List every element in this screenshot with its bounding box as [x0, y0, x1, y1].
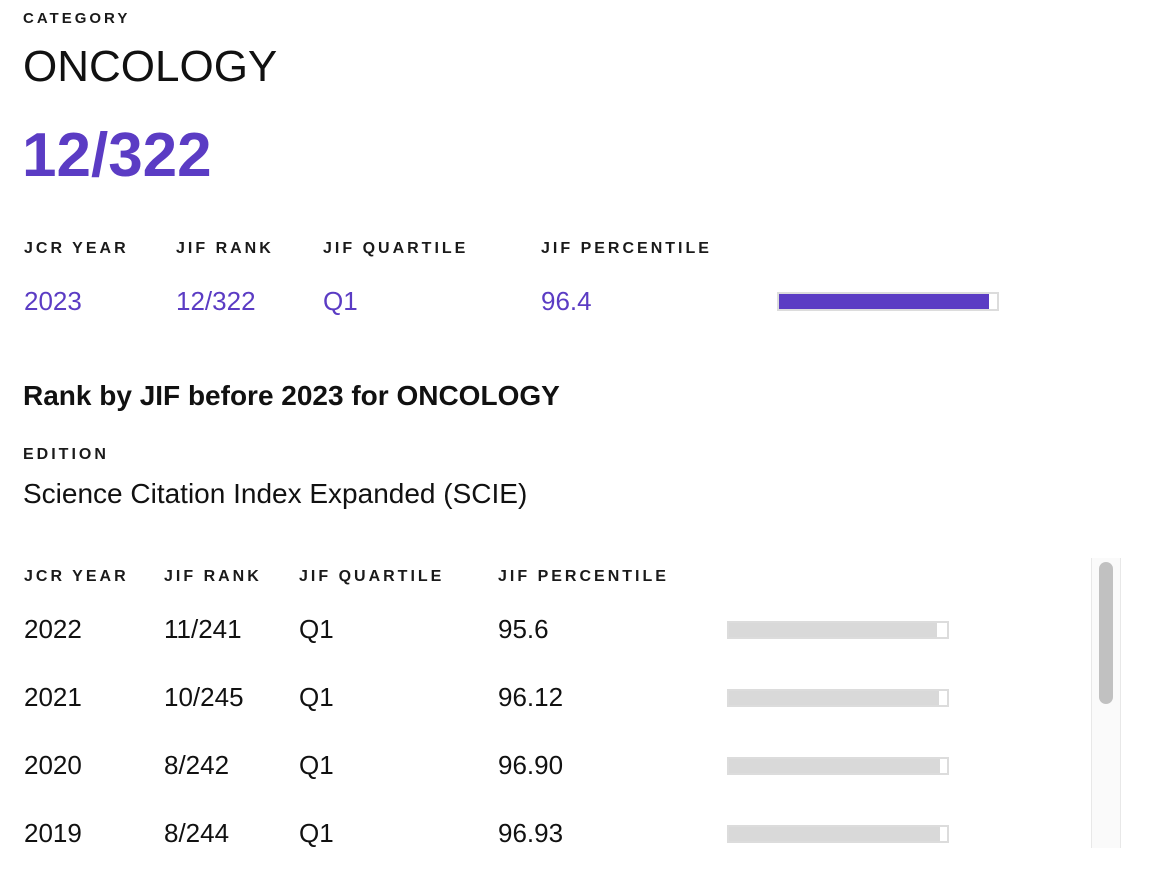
history-scrollbar[interactable]	[1091, 558, 1121, 848]
history-heading: Rank by JIF before 2023 for ONCOLOGY	[23, 380, 560, 411]
row-quartile: Q1	[299, 818, 334, 848]
edition-label: EDITION	[23, 446, 109, 463]
edition-value: Science Citation Index Expanded (SCIE)	[23, 478, 528, 509]
current-percentile: 96.4	[541, 286, 592, 316]
current-percentile-bar-fill	[779, 294, 990, 309]
current-year: 2023	[24, 286, 82, 316]
current-header-jif-quartile: JIF QUARTILE	[323, 240, 469, 257]
category-name: ONCOLOGY	[23, 42, 278, 91]
row-percentile-bar-fill	[729, 827, 941, 841]
row-quartile: Q1	[299, 682, 334, 712]
history-header-jif-quartile: JIF QUARTILE	[299, 568, 445, 585]
row-year: 2021	[24, 682, 82, 712]
history-header-jif-rank: JIF RANK	[164, 568, 262, 585]
row-percentile-bar	[727, 825, 949, 843]
category-label: CATEGORY	[23, 10, 131, 27]
history-header-jcr-year: JCR YEAR	[24, 568, 129, 585]
row-rank: 10/245	[164, 682, 244, 712]
row-rank: 8/242	[164, 750, 230, 780]
row-percentile: 96.90	[498, 750, 564, 780]
current-rank: 12/322	[176, 286, 256, 316]
row-quartile: Q1	[299, 614, 334, 644]
row-percentile-bar-fill	[729, 759, 941, 773]
row-quartile: Q1	[299, 750, 334, 780]
row-percentile-bar	[727, 757, 949, 775]
row-percentile-bar-fill	[729, 623, 938, 637]
row-percentile: 96.93	[498, 818, 564, 848]
current-quartile: Q1	[323, 286, 358, 316]
row-percentile-bar	[727, 621, 949, 639]
category-rank: 12/322	[22, 121, 212, 190]
row-percentile-bar	[727, 689, 949, 707]
history-header-jif-percentile: JIF PERCENTILE	[498, 568, 669, 585]
row-rank: 11/241	[164, 614, 242, 644]
current-header-jif-rank: JIF RANK	[176, 240, 274, 257]
row-year: 2019	[24, 818, 82, 848]
current-header-jif-percentile: JIF PERCENTILE	[541, 240, 712, 257]
row-year: 2022	[24, 614, 82, 644]
current-percentile-bar	[777, 292, 999, 311]
row-year: 2020	[24, 750, 82, 780]
row-percentile: 96.12	[498, 682, 564, 712]
row-rank: 8/244	[164, 818, 230, 848]
row-percentile-bar-fill	[729, 691, 939, 705]
row-percentile: 95.6	[498, 614, 549, 644]
history-scrollbar-thumb[interactable]	[1099, 562, 1113, 704]
current-header-jcr-year: JCR YEAR	[24, 240, 129, 257]
